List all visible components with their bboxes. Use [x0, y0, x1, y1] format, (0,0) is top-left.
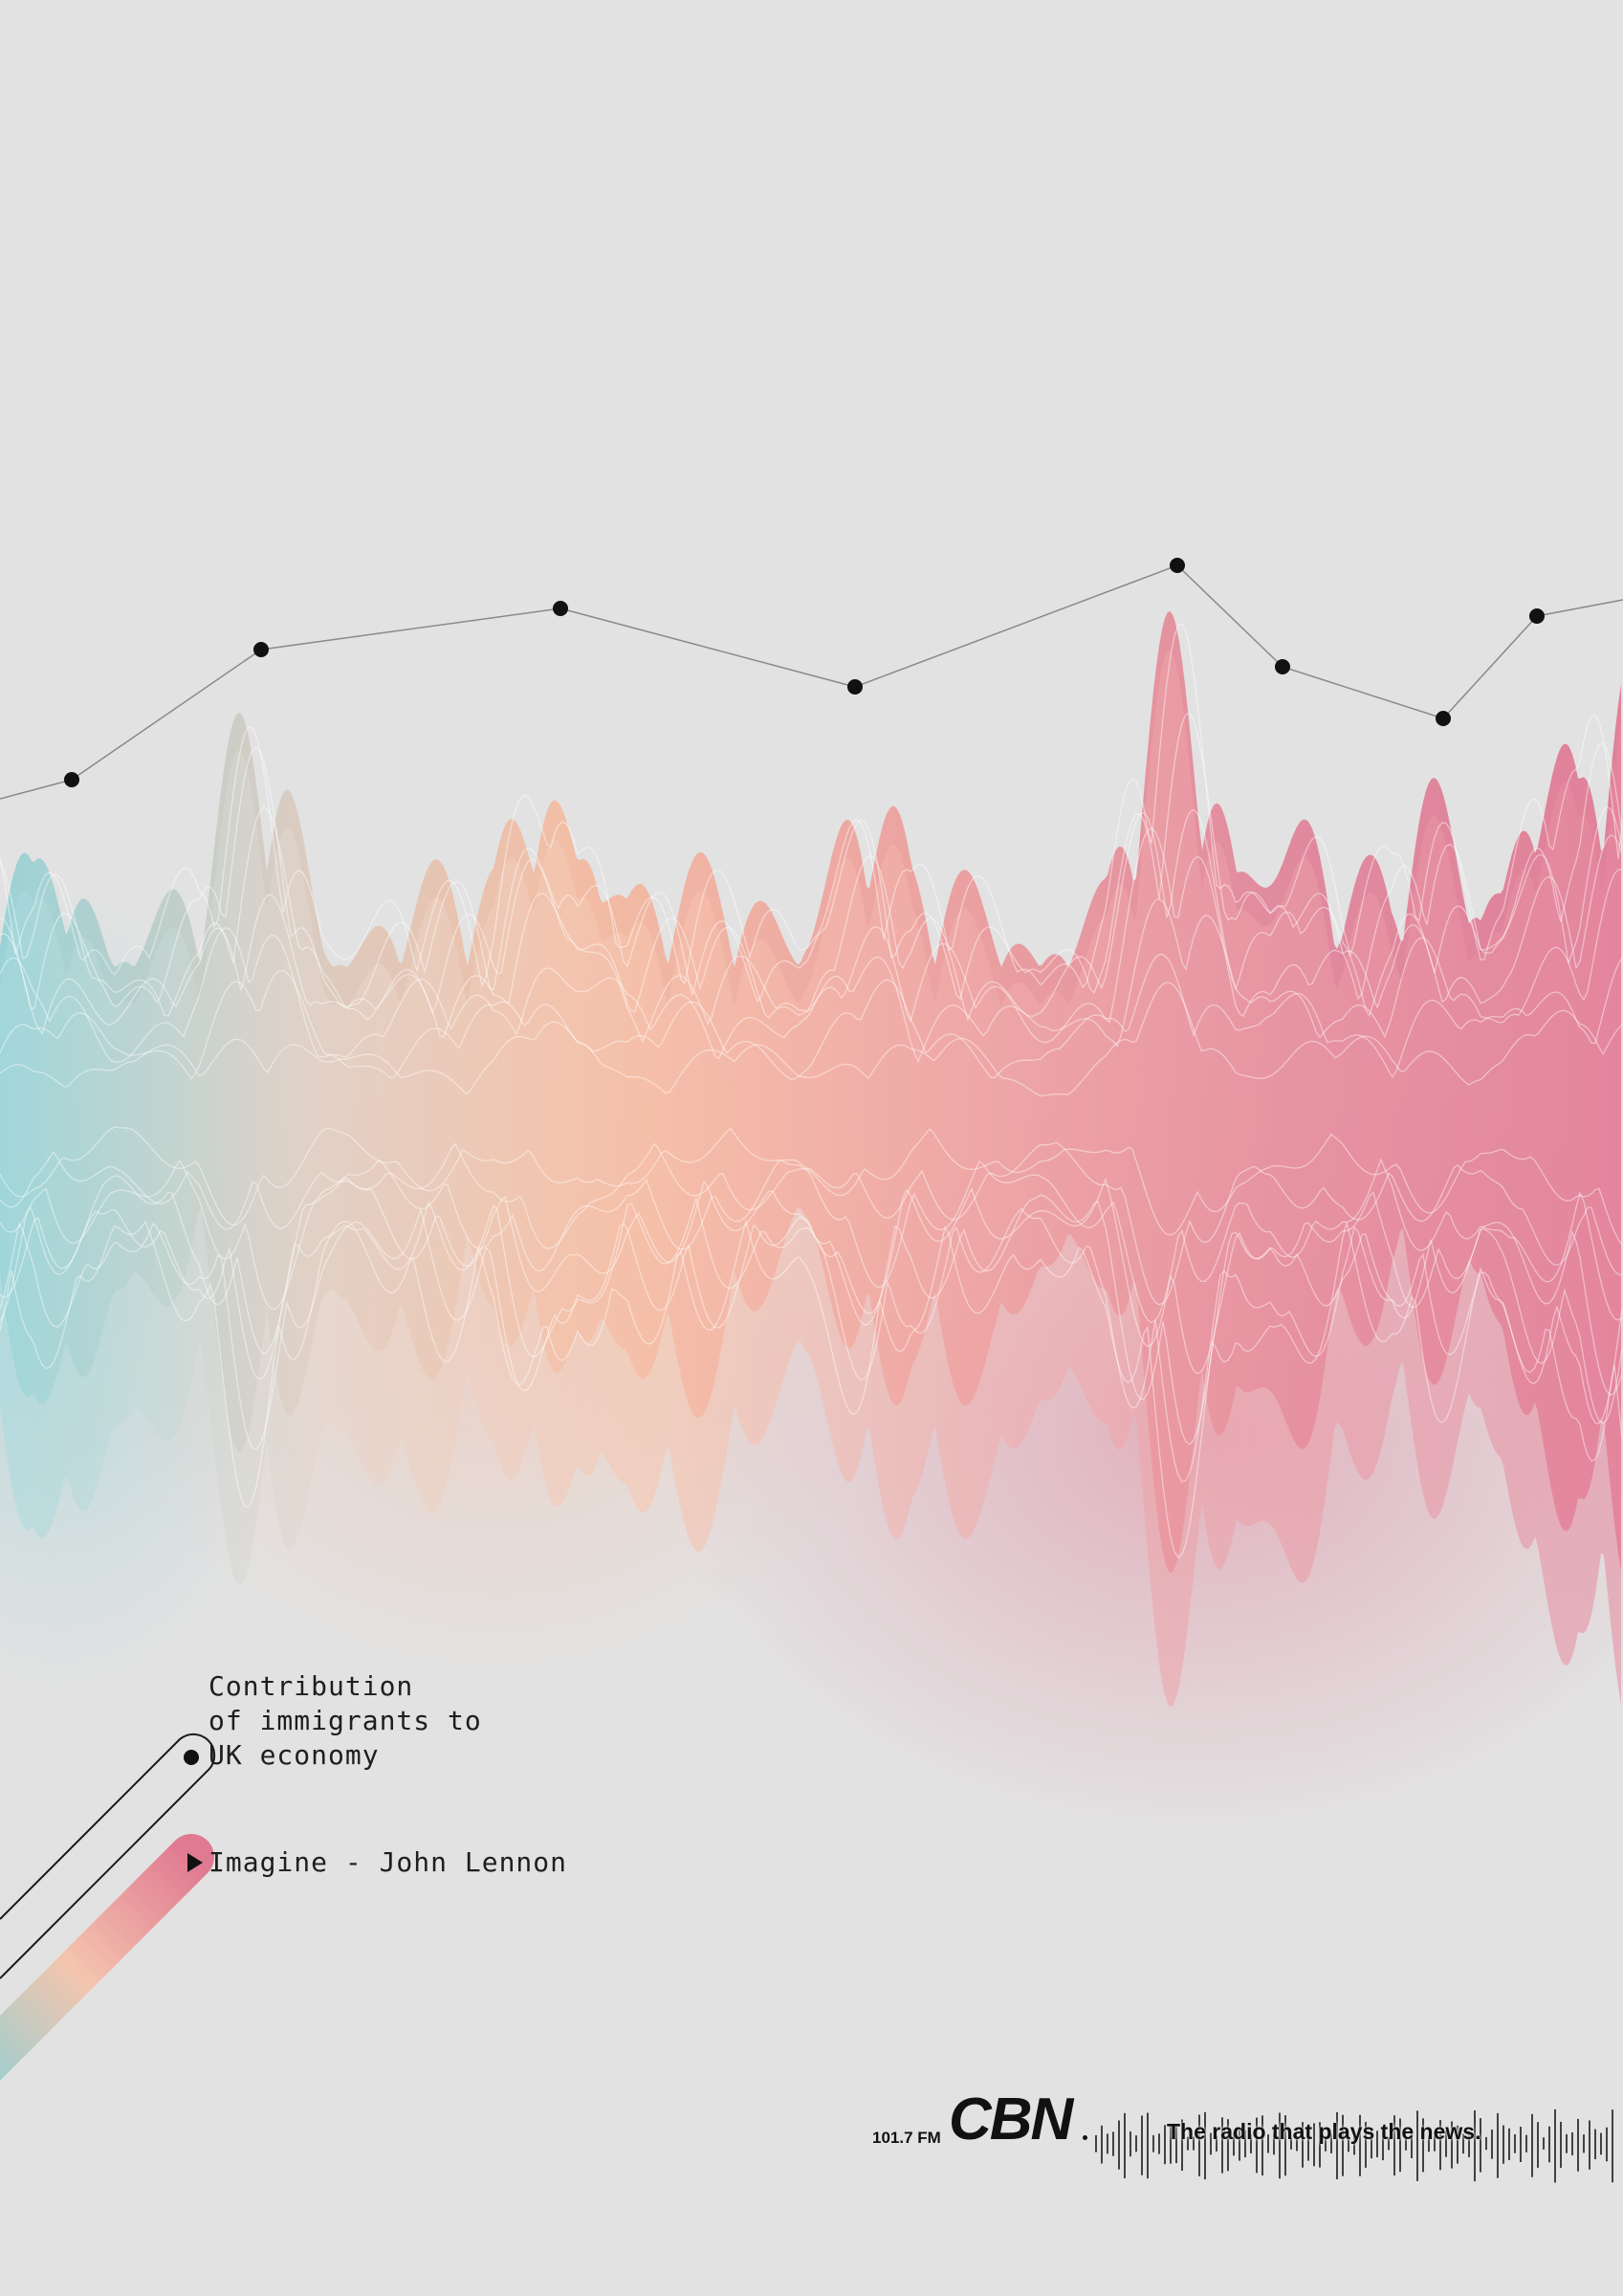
- caption-line-2: of immigrants to: [208, 1705, 482, 1736]
- peak-connector-line: [0, 564, 1623, 800]
- contour-line: [0, 1126, 1623, 1246]
- chart-caption: Contribution of immigrants to UK economy: [208, 1669, 482, 1773]
- contour-line: [0, 1158, 1623, 1324]
- contour-line: [0, 1194, 1623, 1446]
- capsule-gradient-bar: [0, 1834, 214, 2081]
- contour-line: [0, 982, 1623, 1097]
- peak-dot: [553, 601, 568, 616]
- peak-dot: [1275, 659, 1290, 674]
- song-label[interactable]: Imagine - John Lennon: [208, 1846, 568, 1878]
- waveform-contours: [0, 623, 1623, 1558]
- caption-line-3: UK economy: [208, 1739, 380, 1771]
- contour-line: [0, 954, 1623, 1080]
- peak-dot: [1529, 608, 1545, 624]
- caption-line-1: Contribution: [208, 1670, 414, 1702]
- peak-dot: [1170, 558, 1185, 573]
- peak-dot: [847, 679, 863, 695]
- contour-line: [0, 1141, 1623, 1306]
- waveform-echo: [0, 650, 1621, 1708]
- peak-dot: [64, 772, 79, 787]
- capsule-outline: [0, 1733, 216, 1979]
- tagline: The radio that plays the news.: [1167, 2119, 1481, 2144]
- peak-markers: [64, 558, 1545, 787]
- peak-dot: [1436, 711, 1451, 726]
- logo-dot: [1083, 2135, 1087, 2140]
- contour-line: [0, 1206, 1623, 1483]
- play-icon[interactable]: [187, 1853, 203, 1872]
- contour-line: [0, 806, 1623, 1022]
- contour-line: [0, 828, 1623, 1044]
- cbn-logo: CBN: [949, 2086, 1073, 2152]
- peak-dot: [253, 642, 269, 657]
- cbn-audio-bars: [1095, 2108, 1613, 2183]
- contour-line: [0, 869, 1623, 1064]
- bullet-dot-icon: [184, 1750, 199, 1765]
- contour-line: [0, 623, 1623, 989]
- contour-line: [0, 1175, 1623, 1396]
- frequency-label: 101.7 FM: [872, 2129, 941, 2147]
- contour-line: [0, 1219, 1623, 1558]
- contour-line: [0, 713, 1623, 1008]
